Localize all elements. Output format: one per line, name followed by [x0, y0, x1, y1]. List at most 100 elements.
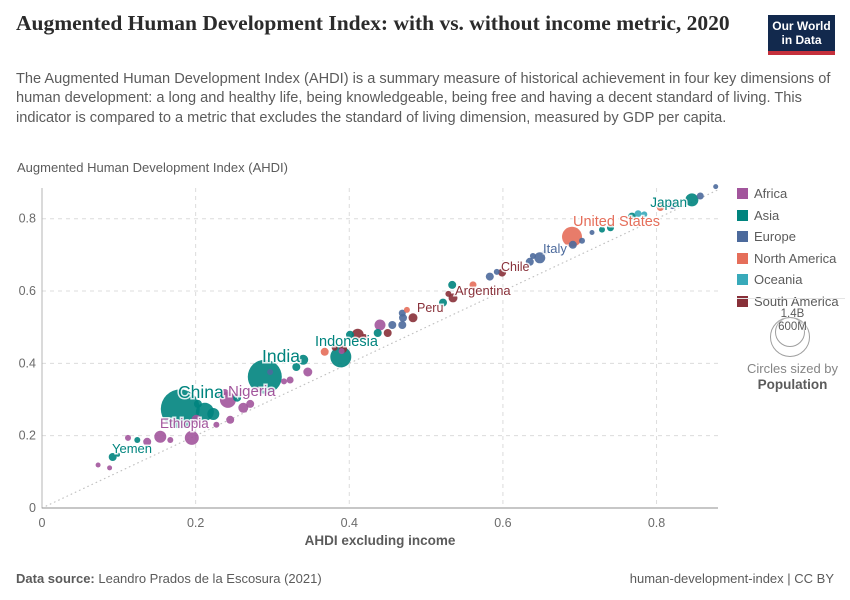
- data-point[interactable]: [125, 434, 131, 441]
- data-point[interactable]: [95, 462, 101, 468]
- legend-swatch: [737, 209, 748, 221]
- data-point[interactable]: [226, 415, 235, 424]
- point-peru[interactable]: [408, 313, 418, 323]
- data-point[interactable]: [668, 200, 678, 210]
- data-point[interactable]: [154, 430, 167, 443]
- x-tick-label: 0.8: [648, 516, 665, 530]
- data-point[interactable]: [439, 298, 447, 307]
- data-point[interactable]: [193, 399, 202, 408]
- legend-item-africa[interactable]: Africa: [737, 183, 847, 205]
- data-point[interactable]: [351, 328, 364, 341]
- data-point[interactable]: [493, 268, 500, 275]
- data-point[interactable]: [589, 230, 595, 235]
- data-point[interactable]: [696, 192, 704, 200]
- data-point[interactable]: [628, 212, 636, 221]
- data-point[interactable]: [398, 321, 407, 329]
- country-label-chile[interactable]: Chile: [500, 259, 532, 276]
- data-point[interactable]: [599, 226, 605, 233]
- scatter-plot[interactable]: Augmented Human Development Index (AHDI)…: [0, 155, 850, 555]
- legend-item-oceania[interactable]: Oceania: [737, 269, 847, 291]
- data-point[interactable]: [116, 452, 120, 457]
- data-point[interactable]: [107, 465, 113, 471]
- data-point[interactable]: [238, 402, 249, 413]
- data-point[interactable]: [448, 280, 457, 289]
- legend-label: Africa: [754, 186, 788, 202]
- data-point[interactable]: [361, 334, 368, 340]
- data-point[interactable]: [529, 253, 536, 259]
- data-point[interactable]: [254, 386, 261, 393]
- point-india[interactable]: [247, 359, 282, 394]
- data-point[interactable]: [525, 257, 534, 266]
- data-point[interactable]: [217, 392, 224, 399]
- data-point[interactable]: [143, 437, 152, 446]
- country-label-united-states[interactable]: United States: [572, 213, 662, 232]
- data-point[interactable]: [383, 329, 392, 337]
- legend-item-europe[interactable]: Europe: [737, 226, 847, 248]
- data-point[interactable]: [320, 347, 329, 356]
- data-point[interactable]: [445, 290, 452, 297]
- point-china[interactable]: [160, 389, 200, 429]
- data-point[interactable]: [634, 210, 642, 218]
- data-point[interactable]: [331, 344, 338, 351]
- point-italy[interactable]: [534, 252, 546, 264]
- country-label-india[interactable]: India: [261, 345, 302, 368]
- data-point[interactable]: [374, 319, 386, 331]
- country-label-argentina[interactable]: Argentina: [454, 282, 513, 300]
- data-point[interactable]: [542, 249, 548, 255]
- data-point[interactable]: [346, 330, 354, 339]
- legend-item-south-america[interactable]: South America: [737, 291, 847, 313]
- country-label-italy[interactable]: Italy: [542, 240, 569, 258]
- data-point[interactable]: [579, 237, 585, 244]
- point-yemen[interactable]: [108, 453, 117, 461]
- data-point[interactable]: [373, 329, 382, 337]
- data-point[interactable]: [656, 204, 664, 211]
- data-point[interactable]: [246, 399, 255, 408]
- data-point[interactable]: [338, 348, 345, 355]
- data-point[interactable]: [713, 184, 719, 190]
- data-point[interactable]: [286, 376, 294, 384]
- legend-label: Oceania: [754, 272, 803, 288]
- y-tick-label: 0.8: [19, 212, 36, 226]
- country-label-nigeria[interactable]: Nigeria: [227, 382, 278, 402]
- size-ring-inner-label: 600M: [778, 321, 807, 333]
- data-point[interactable]: [298, 354, 309, 365]
- data-point[interactable]: [267, 369, 274, 375]
- data-point[interactable]: [485, 272, 494, 281]
- data-point[interactable]: [641, 211, 648, 218]
- data-point[interactable]: [167, 437, 174, 443]
- data-point[interactable]: [207, 408, 220, 420]
- country-label-yemen[interactable]: Yemen: [111, 440, 154, 458]
- legend-swatch: [737, 295, 748, 307]
- legend-item-north-america[interactable]: North America: [737, 248, 847, 270]
- data-point[interactable]: [233, 393, 242, 402]
- data-point[interactable]: [398, 309, 406, 317]
- point-indonesia[interactable]: [330, 346, 352, 368]
- country-label-peru[interactable]: Peru: [416, 300, 445, 317]
- x-tick-label: 0.2: [187, 516, 204, 530]
- point-united-states[interactable]: [562, 226, 582, 247]
- data-point[interactable]: [134, 437, 141, 443]
- data-point[interactable]: [303, 367, 313, 377]
- legend-swatch: [737, 274, 748, 286]
- country-label-china[interactable]: China: [177, 381, 226, 404]
- legend-item-asia[interactable]: Asia: [737, 205, 847, 227]
- data-point[interactable]: [213, 421, 220, 428]
- data-point[interactable]: [191, 414, 202, 425]
- country-label-indonesia[interactable]: Indonesia: [314, 333, 381, 352]
- country-label-ethiopia[interactable]: Ethiopia: [159, 415, 211, 433]
- data-point[interactable]: [388, 321, 397, 329]
- data-point[interactable]: [469, 281, 477, 289]
- point-ethiopia[interactable]: [184, 430, 199, 445]
- point-chile[interactable]: [498, 268, 507, 277]
- data-point[interactable]: [568, 240, 577, 249]
- country-label-japan[interactable]: Japan: [649, 194, 689, 212]
- data-point[interactable]: [403, 306, 410, 313]
- license-link[interactable]: human-development-index | CC BY: [629, 571, 834, 586]
- page-title: Augmented Human Development Index: with …: [16, 11, 730, 35]
- data-point[interactable]: [607, 224, 614, 232]
- size-ring-outer-label: 1.4B: [780, 308, 805, 320]
- data-point[interactable]: [292, 363, 301, 371]
- data-point[interactable]: [281, 378, 287, 385]
- owid-logo[interactable]: Our World in Data: [768, 15, 835, 55]
- point-japan[interactable]: [685, 193, 699, 207]
